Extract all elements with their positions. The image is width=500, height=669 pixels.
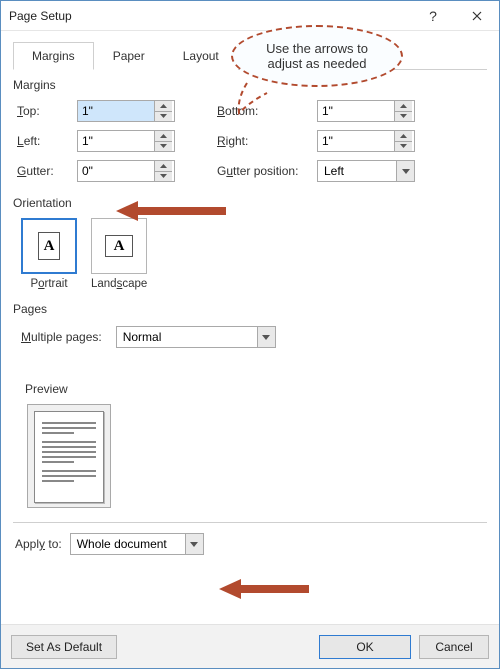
orientation-portrait[interactable]: A Portrait <box>21 218 77 290</box>
gutterpos-label: Gutter position: <box>217 164 317 178</box>
top-input[interactable] <box>78 101 154 121</box>
top-label: Top: <box>17 104 77 118</box>
tab-layout[interactable]: Layout <box>164 42 238 70</box>
multiple-pages-value: Normal <box>117 327 257 347</box>
bottom-spinner[interactable] <box>317 100 415 122</box>
tab-paper[interactable]: Paper <box>94 42 164 70</box>
close-icon <box>472 11 482 21</box>
portrait-label: Portrait <box>21 278 77 290</box>
help-button[interactable]: ? <box>411 1 455 30</box>
spinner-up-icon[interactable] <box>155 101 172 112</box>
spinner-down-icon[interactable] <box>395 112 412 122</box>
orientation-landscape[interactable]: A Landscape <box>91 218 147 290</box>
annotation-tail-icon <box>237 81 271 115</box>
left-spinner[interactable] <box>77 130 175 152</box>
preview-box <box>27 404 111 508</box>
apply-to-value: Whole document <box>71 534 185 554</box>
gutter-label: Gutter: <box>17 164 77 178</box>
spinner-down-icon[interactable] <box>155 172 172 182</box>
bottom-input[interactable] <box>318 101 394 121</box>
right-spinner[interactable] <box>317 130 415 152</box>
spinner-down-icon[interactable] <box>155 112 172 122</box>
dialog-footer: Set As Default OK Cancel <box>1 624 499 668</box>
orientation-section-label: Orientation <box>13 196 487 210</box>
apply-to-label: Apply to: <box>15 537 62 551</box>
spinner-up-icon[interactable] <box>155 131 172 142</box>
tab-margins[interactable]: Margins <box>13 42 94 70</box>
spinner-up-icon[interactable] <box>155 161 172 172</box>
annotation-arrow-icon <box>116 199 226 228</box>
gutter-spinner[interactable] <box>77 160 175 182</box>
set-as-default-button[interactable]: Set As Default <box>11 635 117 659</box>
chevron-down-icon <box>185 534 203 554</box>
chevron-down-icon <box>396 161 414 181</box>
dialog-title: Page Setup <box>9 9 411 23</box>
left-label: Left: <box>17 134 77 148</box>
chevron-down-icon <box>257 327 275 347</box>
spinner-down-icon[interactable] <box>395 142 412 152</box>
close-button[interactable] <box>455 1 499 30</box>
landscape-icon: A <box>105 235 133 257</box>
portrait-icon: A <box>38 232 60 260</box>
multiple-pages-label: Multiple pages: <box>21 330 102 344</box>
right-label: Right: <box>217 134 317 148</box>
annotation-callout: Use the arrows to adjust as needed <box>231 25 403 87</box>
spinner-down-icon[interactable] <box>155 142 172 152</box>
gutter-input[interactable] <box>78 161 154 181</box>
apply-to-select[interactable]: Whole document <box>70 533 204 555</box>
landscape-label: Landscape <box>91 278 147 290</box>
preview-section-label: Preview <box>25 382 487 396</box>
right-input[interactable] <box>318 131 394 151</box>
multiple-pages-select[interactable]: Normal <box>116 326 276 348</box>
gutterpos-value: Left <box>318 161 396 181</box>
titlebar: Page Setup ? <box>1 1 499 31</box>
pages-section-label: Pages <box>13 302 487 316</box>
top-spinner[interactable] <box>77 100 175 122</box>
annotation-arrow-icon <box>219 577 309 606</box>
gutterpos-select[interactable]: Left <box>317 160 415 182</box>
left-input[interactable] <box>78 131 154 151</box>
spinner-up-icon[interactable] <box>395 131 412 142</box>
page-setup-dialog: Page Setup ? Margins Paper Layout Margin… <box>0 0 500 669</box>
spinner-up-icon[interactable] <box>395 101 412 112</box>
ok-button[interactable]: OK <box>319 635 411 659</box>
cancel-button[interactable]: Cancel <box>419 635 489 659</box>
preview-page-icon <box>34 411 104 503</box>
